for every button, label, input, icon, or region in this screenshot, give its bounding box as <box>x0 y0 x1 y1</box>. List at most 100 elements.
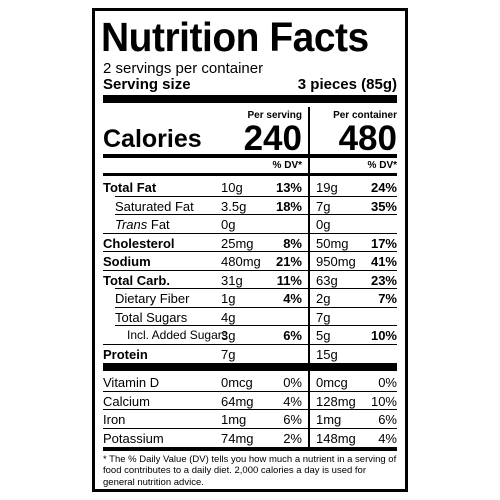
daily-value: 13% <box>275 180 302 195</box>
nutrient-name-text: Incl. Added Sugars <box>127 328 228 342</box>
amount: 74mg <box>221 430 254 446</box>
nutrient-name: Potassium <box>103 432 164 445</box>
nutrient-name-text: Cholesterol <box>103 235 175 251</box>
daily-value: 4% <box>283 291 302 306</box>
rule <box>103 232 397 234</box>
daily-value: 2% <box>283 430 302 446</box>
amount: 480mg <box>221 254 261 269</box>
amount: 63g <box>316 272 338 288</box>
nutrient-name: Incl. Added Sugars <box>127 329 228 341</box>
amount: 1mg <box>316 412 342 427</box>
rule <box>103 95 397 103</box>
nutrient-name: Protein <box>103 348 148 361</box>
nutrient-name: Calcium <box>103 395 150 408</box>
rule <box>115 325 397 326</box>
nutrient-name-text: Calcium <box>103 393 150 409</box>
calories-label: Calories <box>103 125 202 153</box>
nutrient-name-text: Sodium <box>103 254 151 269</box>
nutrient-name: Cholesterol <box>103 237 175 250</box>
calories-value: 240 <box>243 119 302 158</box>
amount: 0g <box>221 217 236 232</box>
daily-value: 21% <box>275 254 302 269</box>
daily-value: 0% <box>283 375 302 390</box>
nutrition-label: Nutrition Facts 2 servings per container S… <box>92 8 408 492</box>
amount: 64mg <box>221 393 254 409</box>
nutrient-name: Dietary Fiber <box>115 292 189 305</box>
daily-value: 35% <box>370 198 397 214</box>
rule <box>103 427 397 429</box>
rule <box>103 343 397 345</box>
daily-value: 6% <box>283 412 302 427</box>
footnote: * The % Daily Value (DV) tells you how m… <box>103 454 397 488</box>
amount: 3g <box>221 328 236 343</box>
nutrient-name: Total Carb. <box>103 274 170 287</box>
nutrient-name: Trans Fat <box>115 218 170 231</box>
daily-value: 6% <box>283 328 302 343</box>
amount: 19g <box>316 180 338 195</box>
daily-value: 10% <box>370 328 397 343</box>
daily-value: 8% <box>283 235 302 251</box>
amount: 0g <box>316 217 331 232</box>
rule <box>115 195 397 197</box>
nutrient-name-text: Protein <box>103 346 148 362</box>
daily-value: 18% <box>275 198 302 214</box>
daily-value: 7% <box>378 291 397 306</box>
daily-value: 11% <box>276 272 302 288</box>
daily-value: 4% <box>378 430 397 446</box>
calories-value: 480 <box>338 119 397 158</box>
nutrient-name-text: Iron <box>103 412 126 427</box>
daily-value: 10% <box>370 393 397 409</box>
nutrient-name-italic: Trans <box>115 217 148 232</box>
serving-size-label: Serving size <box>103 76 191 93</box>
daily-value: 24% <box>370 180 397 195</box>
rule <box>103 269 397 271</box>
rule <box>103 363 397 371</box>
column-heading: Per container <box>333 110 397 121</box>
daily-value: 6% <box>378 412 397 427</box>
amount: 50mg <box>316 235 349 251</box>
amount: 7g <box>316 198 331 214</box>
amount: 128mg <box>316 393 356 409</box>
servings: 2 servings per container <box>103 60 264 77</box>
dv-header: % DV* <box>367 160 397 171</box>
rule <box>103 154 397 158</box>
amount: 7g <box>221 346 236 362</box>
amount: 3.5g <box>221 198 247 214</box>
rule <box>103 409 397 410</box>
serving-size-value: 3 pieces (85g) <box>297 76 397 93</box>
nutrient-name-text: Total Fat <box>103 180 157 195</box>
nutrient-name-text: Potassium <box>103 430 164 446</box>
nutrient-name-text: Saturated Fat <box>115 198 194 214</box>
amount: 7g <box>316 309 331 325</box>
rule <box>308 107 310 449</box>
title: Nutrition Facts <box>101 14 369 60</box>
daily-value: 41% <box>370 254 397 269</box>
nutrient-name-text: Total Carb. <box>103 272 170 288</box>
amount: 31g <box>221 272 243 288</box>
amount: 5g <box>316 328 331 343</box>
amount: 4g <box>221 309 236 325</box>
rule <box>103 447 397 451</box>
amount: 0mcg <box>221 375 253 390</box>
amount: 950mg <box>316 254 356 269</box>
nutrient-name-text: Fat <box>147 217 170 232</box>
nutrient-name: Iron <box>103 413 125 426</box>
rule <box>115 288 397 289</box>
amount: 25mg <box>221 235 254 251</box>
nutrient-name: Sodium <box>103 255 151 268</box>
rule <box>115 306 397 308</box>
nutrient-name-text: Vitamin D <box>103 375 160 390</box>
rule <box>115 214 397 215</box>
rule <box>103 173 397 176</box>
nutrient-name-text: Dietary Fiber <box>115 291 190 306</box>
amount: 148mg <box>316 430 356 446</box>
rule <box>103 251 397 252</box>
daily-value: 4% <box>283 393 302 409</box>
daily-value: 17% <box>370 235 397 251</box>
nutrient-name: Total Fat <box>103 181 156 194</box>
rule <box>103 390 397 392</box>
nutrient-name: Total Sugars <box>115 311 187 324</box>
amount: 2g <box>316 291 331 306</box>
nutrient-name: Vitamin D <box>103 376 159 389</box>
